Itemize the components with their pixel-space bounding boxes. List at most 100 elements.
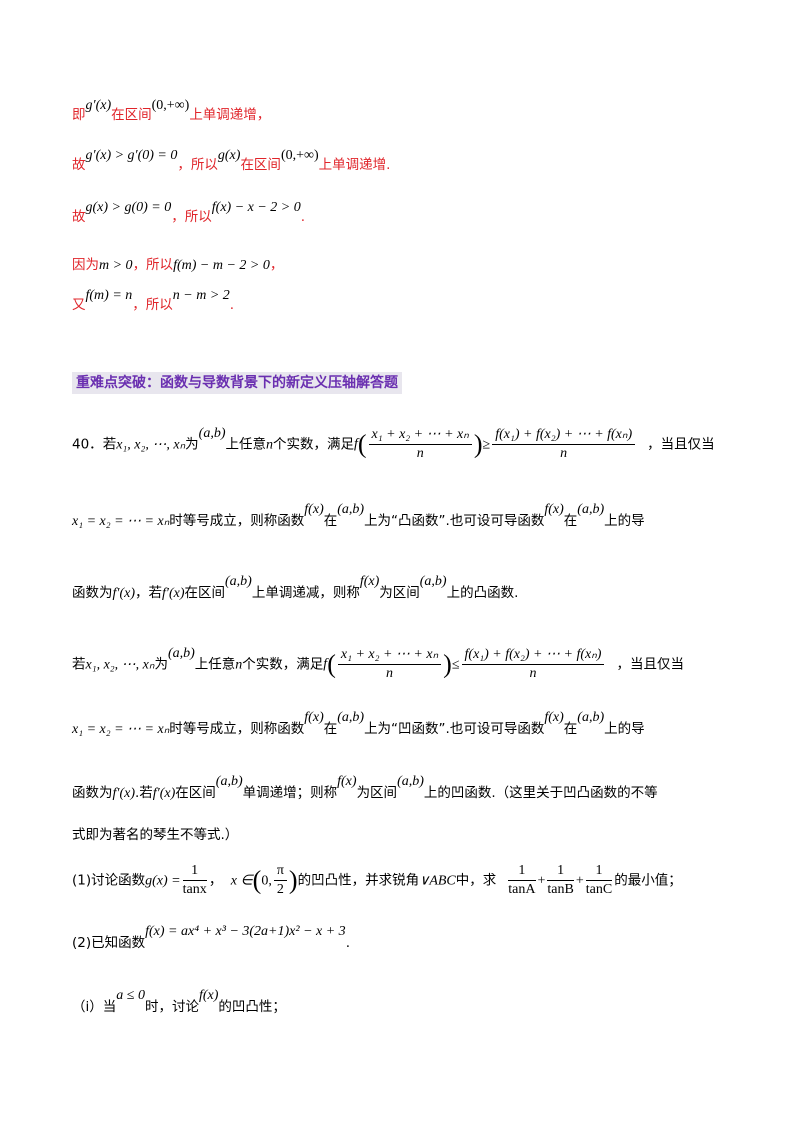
math: a ≤ 0 xyxy=(116,988,145,1003)
math: (a,b) xyxy=(577,502,605,517)
math: f′(x) xyxy=(112,786,136,801)
math: g(x) = xyxy=(145,873,181,889)
math: (a,b) xyxy=(337,710,365,725)
math: (a,b) xyxy=(198,425,226,441)
text: ，所以 xyxy=(171,209,212,225)
text: 故 xyxy=(72,157,86,173)
math: g′(x) xyxy=(85,98,112,113)
text: 函数为 xyxy=(72,785,113,801)
question-1: (1)讨论函数g(x) = 1 tanx， x ∈(0, π 2)的凹凸性，并求锐角∨AB… xyxy=(72,862,682,899)
solution-line-3: 故g(x) > g(0) = 0，所以f(x) − x − 2 > 0. xyxy=(72,201,306,225)
text: ，所以 xyxy=(177,157,218,173)
text: 个实数，满足 xyxy=(272,436,354,453)
text: 单调递增；则称 xyxy=(242,785,338,801)
text: 上的凸函数. xyxy=(446,585,519,601)
math: f(x) xyxy=(304,710,324,725)
fraction-mean-f: f(x₁) + f(x₂) + ⋯ + f(xₙ) n xyxy=(492,426,636,463)
math: x₁, x₂, ⋯, xₙ xyxy=(85,657,155,673)
text: . xyxy=(300,209,306,225)
problem-line-6: 函数为f′(x).若f′(x)在区间(a,b)单调递增；则称f(x)为区间(a,… xyxy=(72,775,658,801)
math: (a,b) xyxy=(397,774,424,789)
text: 时等号成立，则称函数 xyxy=(169,513,305,529)
text: 上单调递增. xyxy=(318,157,391,173)
text: . xyxy=(345,935,350,951)
plus-sign: + xyxy=(575,873,584,889)
section-heading: 重难点突破：函数与导数背景下的新定义压轴解答题 xyxy=(72,372,402,394)
relation: ≤ xyxy=(451,657,460,673)
text: 在 xyxy=(323,513,338,529)
text: 即 xyxy=(72,107,86,123)
text: 时，讨论 xyxy=(144,999,199,1015)
math: x₁, x₂, ⋯, xₙ xyxy=(116,437,186,453)
math: g(x) xyxy=(217,148,241,163)
problem-line-3: 函数为f′(x)，若f′(x)在区间(a,b)上单调递减，则称f(x)为区间(a… xyxy=(72,575,519,601)
text: 中，求 xyxy=(455,872,497,889)
math: m > 0 xyxy=(99,258,133,273)
text: 又 xyxy=(72,297,86,313)
text: ，当且仅当 xyxy=(647,436,715,453)
plus-sign: + xyxy=(537,873,546,889)
text: 为 xyxy=(185,436,199,453)
math: f′(x) xyxy=(112,586,136,601)
math: f(x) = ax⁴ + x³ − 3(2a+1)x² − x + 3 xyxy=(145,924,346,939)
math: (a,b) xyxy=(419,574,447,589)
math: g(x) > g(0) = 0 xyxy=(85,200,172,215)
math: x ∈ xyxy=(230,873,253,889)
fraction-one-over-tanx: 1 tanx xyxy=(182,863,207,897)
math: g′(x) > g′(0) = 0 xyxy=(85,148,178,163)
text: 故 xyxy=(72,209,86,225)
text: 在 xyxy=(563,721,578,737)
math: f(x) xyxy=(304,502,324,517)
text: ， xyxy=(208,873,223,889)
text: 为 xyxy=(154,656,168,673)
text: 上单调递减，则称 xyxy=(251,585,360,601)
text: 时等号成立，则称函数 xyxy=(169,721,305,737)
fraction-tanB: 1 tanB xyxy=(547,863,574,897)
text: 若 xyxy=(72,656,86,673)
math: f(m) = n xyxy=(85,288,133,303)
math: f(m) − m − 2 > 0 xyxy=(173,258,270,273)
text: 在区间 xyxy=(175,785,216,801)
text: ，所以 xyxy=(132,297,173,313)
text: 上的导 xyxy=(604,721,645,737)
text: 在 xyxy=(563,513,578,529)
text: 式即为著名的琴生不等式.） xyxy=(72,827,239,843)
relation: ≥ xyxy=(482,437,491,453)
math: n xyxy=(235,657,243,673)
math: (a,b) xyxy=(337,502,365,517)
fraction-tanA: 1 tanA xyxy=(508,863,536,897)
fraction-mean-f: f(x₁) + f(x₂) + ⋯ + f(xₙ) n xyxy=(461,646,605,683)
math: (a,b) xyxy=(167,645,195,661)
math: x₁ = x₂ = ⋯ = xₙ xyxy=(72,722,170,737)
solution-line-4: 因为m > 0，所以f(m) − m − 2 > 0， xyxy=(72,258,283,273)
math: f(x) xyxy=(198,988,219,1003)
text: 在区间 xyxy=(184,585,226,601)
math: x₁ = x₂ = ⋯ = xₙ xyxy=(72,514,170,529)
text: 在区间 xyxy=(240,157,281,173)
text: （ⅰ）当 xyxy=(72,999,117,1015)
text: 上任意 xyxy=(225,436,266,453)
text: 个实数，满足 xyxy=(242,656,324,673)
math: ∨ABC xyxy=(419,873,456,889)
math: n xyxy=(265,437,273,453)
text: 上的凹函数.（这里关于凹凸函数的不等 xyxy=(423,785,658,801)
math: n − m > 2 xyxy=(172,288,230,303)
text: 函数为 xyxy=(72,585,113,601)
text: 的凹凸性，并求锐角 xyxy=(297,872,420,889)
math: f(x) xyxy=(337,774,357,789)
text: 上任意 xyxy=(194,656,236,673)
fraction-mean-x: x₁ + x₂ + ⋯ + xₙ n xyxy=(368,426,472,463)
math: f′(x) xyxy=(162,586,185,601)
problem-line-2: x₁ = x₂ = ⋯ = xₙ时等号成立，则称函数f(x)在(a,b)上为“凸… xyxy=(72,503,645,529)
text: (1)讨论函数 xyxy=(72,872,146,889)
problem-line-4: 若x₁, x₂, ⋯, xₙ为(a,b)上任意n个实数，满足f(x₁ + x₂ … xyxy=(72,645,684,683)
math: f(x) xyxy=(544,502,564,517)
solution-line-2: 故g′(x) > g′(0) = 0，所以g(x)在区间(0,+∞)上单调递增. xyxy=(72,149,391,173)
text: 因为 xyxy=(72,257,99,273)
math: (a,b) xyxy=(225,574,252,589)
text: 上的导 xyxy=(604,513,645,529)
text: 为区间 xyxy=(379,585,420,601)
math: (0,+∞) xyxy=(151,98,190,113)
solution-line-1: 即g′(x)在区间(0,+∞)上单调递增， xyxy=(72,99,270,123)
